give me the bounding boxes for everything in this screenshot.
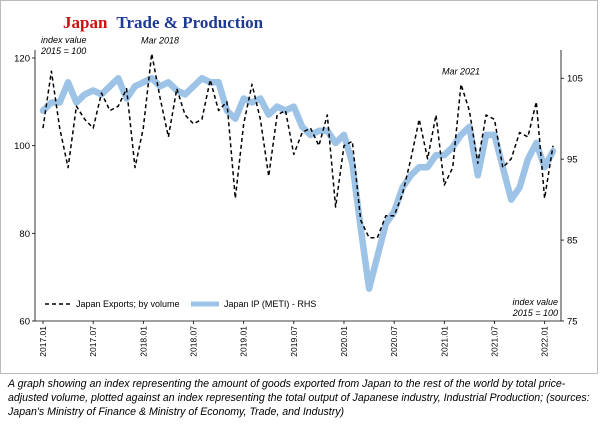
x-tick-label: 2017.01 — [38, 326, 48, 357]
legend: Japan Exports; by volume Japan IP (METI)… — [45, 299, 316, 309]
chart-frame: Japan Trade & Production index value 201… — [0, 0, 598, 374]
chart-title-rest: Trade & Production — [116, 13, 263, 32]
left-tick-label: 120 — [14, 54, 30, 65]
x-tick-label: 2022.01 — [540, 326, 550, 357]
legend-label-ip: Japan IP (METI) - RHS — [224, 299, 316, 309]
right-tick-label: 75 — [567, 317, 578, 328]
x-tick-label: 2021.07 — [489, 326, 499, 357]
left-axis-note-2: 2015 = 100 — [40, 46, 86, 56]
series-line-japan-ip — [39, 74, 557, 292]
x-tick-label: 2018.07 — [188, 326, 198, 357]
left-tick-label: 60 — [19, 317, 30, 328]
annotation-label: Mar 2021 — [442, 66, 480, 76]
chart: Japan Trade & Production index value 201… — [14, 13, 583, 357]
right-axis-note-1: index value — [512, 297, 558, 307]
legend-label-exports: Japan Exports; by volume — [76, 299, 180, 309]
series-line-japan-exports — [42, 52, 554, 239]
left-tick-label: 80 — [19, 229, 30, 240]
chart-title: Japan Trade & Production — [63, 13, 264, 32]
right-tick-label: 105 — [567, 74, 583, 85]
right-tick-label: 95 — [567, 155, 578, 166]
x-tick-label: 2018.01 — [138, 326, 148, 357]
figure-caption: A graph showing an index representing th… — [8, 378, 590, 418]
x-tick-label: 2019.07 — [289, 326, 299, 357]
plot-area: 60 80 100 120 75 85 95 105 2017.01 2017.07 2018.01… — [14, 36, 583, 357]
x-tick-label: 2020.01 — [339, 326, 349, 357]
x-tick-label: 2019.01 — [239, 326, 249, 357]
left-tick-label: 100 — [14, 141, 30, 152]
annotation-label: Mar 2018 — [141, 36, 179, 46]
x-tick-label: 2020.07 — [389, 326, 399, 357]
right-tick-label: 85 — [567, 236, 578, 247]
chart-title-japan: Japan — [63, 13, 108, 32]
x-tick-label: 2017.07 — [88, 326, 98, 357]
x-tick-label: 2021.01 — [439, 326, 449, 357]
left-axis-note-1: index value — [41, 35, 87, 45]
right-axis-note-2: 2015 = 100 — [512, 308, 558, 318]
